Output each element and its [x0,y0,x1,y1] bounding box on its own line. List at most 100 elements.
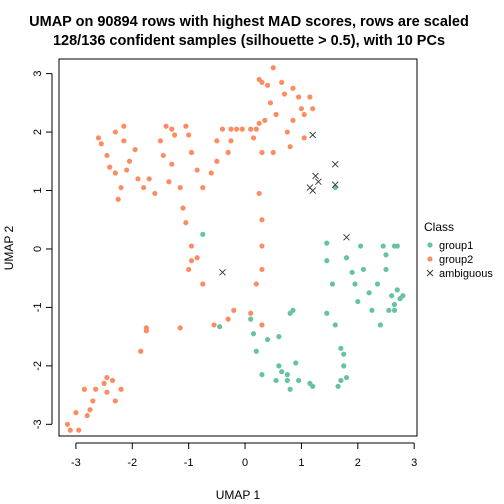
point-group1 [310,383,316,389]
point-group1 [338,377,344,384]
point-group2 [296,94,302,100]
legend-label-ambiguous: ambiguous [439,268,493,280]
point-group1 [400,293,406,299]
point-group2 [152,190,158,197]
point-group2 [256,76,262,83]
point-group2 [90,398,96,404]
point-group2 [200,184,206,191]
point-group1 [296,377,302,384]
point-group2 [186,132,192,138]
point-group2 [124,167,130,173]
point-group1 [324,258,330,264]
point-group1 [335,383,341,389]
point-group2 [121,123,127,129]
legend-cross-stroke [426,269,434,277]
point-group2 [177,184,183,191]
x-axis: -3 -2 -1 0 1 2 3 [71,442,417,469]
point-group1 [389,293,395,299]
point-group1 [360,266,367,273]
point-group2 [270,149,276,156]
x-axis-label: UMAP 1 [216,488,261,502]
point-cross-stroke [309,187,317,194]
x-tick-label: 2 [355,457,361,469]
legend-label-group2: group2 [439,254,473,266]
point-group1 [380,243,386,249]
point-group2 [214,138,220,144]
point-group1 [332,322,338,328]
point-group2 [279,79,285,85]
point-group2 [248,126,254,132]
point-group2 [135,176,141,182]
y-tick-label: -2 [32,361,44,371]
point-group1 [338,345,344,351]
point-group1 [248,316,254,322]
x-tick-label: -1 [184,457,194,469]
x-tick-label: 3 [411,457,417,469]
point-group2 [256,190,262,197]
point-group2 [81,386,87,392]
point-group2 [256,120,262,126]
x-tick-label: 1 [298,457,304,469]
point-group1 [217,324,223,330]
point-group2 [310,106,316,112]
point-group1 [284,377,290,384]
point-ambiguous [312,172,319,180]
point-group2 [112,170,118,176]
point-group2 [166,179,172,185]
point-ambiguous [343,233,350,241]
point-group2 [259,266,265,273]
point-group2 [273,111,279,118]
x-tick-label: -2 [127,457,137,469]
plot-frame [58,58,418,437]
legend-title: Class [424,220,454,234]
point-group1 [369,307,375,313]
point-ambiguous [331,181,339,188]
point-group2 [200,281,206,287]
legend: Class group1 group2 ambiguous [424,220,493,280]
point-group1 [253,348,259,354]
point-group1 [324,310,330,316]
point-group2 [138,348,144,354]
point-group2 [104,389,110,395]
point-group2 [73,410,79,416]
point-group1 [200,231,206,237]
point-group2 [253,126,259,132]
y-tick-label: 3 [32,71,44,77]
point-group1 [377,322,383,328]
chart-title-line2: 128/136 confident samples (silhouette > … [53,33,445,49]
point-group2 [290,85,296,91]
legend-label-group1: group1 [439,240,473,252]
point-group1 [332,184,338,191]
point-group1 [391,301,398,308]
point-group1 [250,331,257,337]
point-group2 [160,152,166,159]
point-group1 [293,360,299,366]
point-group1 [259,372,265,378]
point-group2 [112,129,118,135]
point-cross-stroke [343,233,350,241]
point-group2 [188,258,195,264]
point-group1 [374,281,381,287]
point-group2 [64,421,71,427]
point-group2 [118,386,124,392]
point-group1 [343,255,350,261]
point-group2 [169,126,175,132]
point-group2 [307,94,313,100]
point-group1 [349,269,355,275]
legend-marker-group1 [427,242,433,248]
point-group2 [214,158,220,164]
point-group2 [259,217,265,223]
point-group2 [211,322,217,328]
point-group2 [301,135,307,141]
point-cross-stroke [315,178,322,186]
point-group2 [264,82,271,88]
point-group1 [394,243,400,249]
point-ambiguous [309,187,317,194]
point-ambiguous [309,131,317,139]
point-group1 [290,307,296,313]
point-group2 [267,100,274,106]
point-group2 [233,126,240,132]
y-axis: -3 -2 -1 0 1 2 3 [32,71,53,429]
point-group2 [183,123,189,129]
point-group1 [284,372,290,378]
